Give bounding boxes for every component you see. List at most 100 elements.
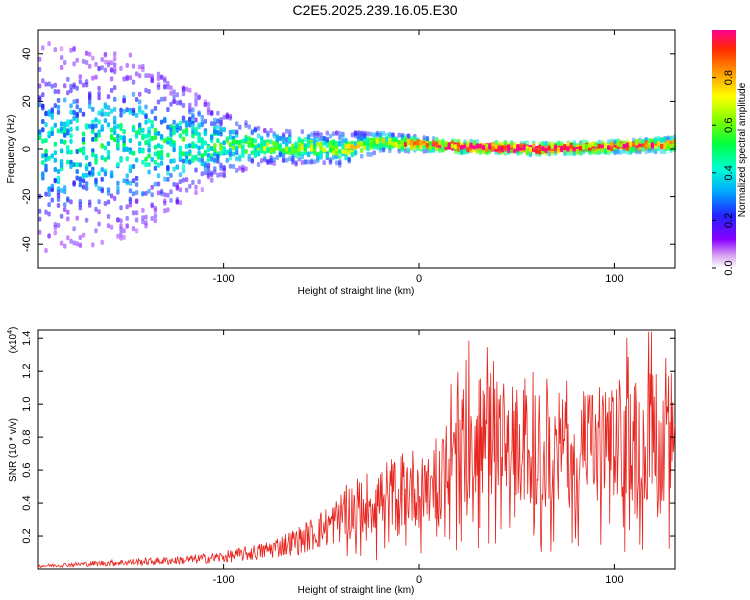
spectrogram-cell — [322, 147, 326, 153]
spectrogram-cell — [469, 138, 473, 144]
spectrogram-cell — [100, 143, 104, 149]
spectrogram-cell — [169, 197, 173, 203]
spectrogram-cell — [119, 65, 123, 71]
spectrogram-cell — [100, 108, 104, 114]
spectrogram-cell — [103, 157, 108, 162]
spectrogram-cell — [216, 154, 220, 159]
spectrogram-cell — [88, 161, 92, 167]
spectrogram-cell — [178, 120, 183, 126]
spectrogram-cell — [597, 139, 601, 145]
spectrogram-cell — [159, 74, 164, 80]
spectrogram-cell — [338, 140, 342, 146]
spectrogram-cell — [153, 205, 158, 211]
spectrogram-cell — [131, 150, 136, 156]
spectrogram-cell — [216, 158, 220, 164]
spectrogram-cell — [381, 147, 386, 153]
spectrogram-cell — [319, 145, 323, 151]
spectrogram-cell — [400, 145, 405, 151]
spectrogram-cell — [469, 148, 473, 154]
spectrogram-cell — [113, 119, 117, 125]
spectrogram-cell — [588, 143, 592, 149]
spectrogram-cell — [275, 137, 279, 143]
spectrogram-cell — [106, 150, 111, 155]
snr-x-tick-label: -100 — [213, 574, 235, 586]
spectrogram-cell — [206, 156, 211, 162]
spectrogram-cell — [294, 160, 298, 166]
spectrogram-cell — [603, 142, 608, 148]
spectrogram-cell — [56, 104, 61, 110]
spectrogram-cell — [197, 150, 201, 156]
spectrogram-cell — [119, 205, 123, 211]
spectrogram-cell — [59, 121, 64, 127]
spectrogram-cell — [263, 145, 267, 151]
spectrogram-cell — [81, 131, 86, 137]
spectrogram-cell — [219, 117, 223, 122]
snr-y-ticks: 0.2 0.4 0.6 0.8 1.0 1.2 1.4 — [21, 331, 675, 544]
spectrogram-x-tick-label: -100 — [213, 273, 235, 285]
spectrogram-cell — [303, 136, 308, 142]
spectrogram-cell — [360, 148, 364, 153]
spectrogram-cell — [75, 149, 79, 154]
spectrogram-cell — [216, 118, 220, 124]
spectrogram-cell — [59, 188, 64, 193]
spectrogram-cell — [78, 147, 82, 153]
spectrogram-cell — [144, 140, 148, 146]
spectrogram-cell — [331, 154, 336, 160]
spectrogram-cell — [578, 150, 583, 156]
snr-multiplier-close: ) — [8, 327, 19, 330]
spectrogram-cell — [194, 143, 198, 149]
spectrogram-cell — [53, 157, 57, 163]
spectrogram-cell — [109, 60, 114, 66]
spectrogram-cell — [285, 141, 289, 147]
spectrogram-cell — [41, 160, 45, 165]
spectrogram-cell — [253, 126, 258, 132]
spectrogram-cell — [197, 131, 201, 137]
spectrogram-cell — [310, 159, 314, 165]
spectrogram-cell — [241, 153, 245, 158]
spectrogram-cell — [109, 127, 114, 133]
spectrogram-cell — [59, 213, 64, 219]
spectrogram-cell — [144, 220, 148, 226]
spectrogram-cell — [75, 175, 79, 181]
spectrogram-cell — [178, 179, 183, 185]
spectrogram-cell — [328, 159, 333, 165]
colorbar-label: Normalized spectral amplitude — [737, 82, 748, 217]
colorbar-tick-label: 0.4 — [723, 165, 735, 180]
spectrogram-cell — [128, 164, 133, 170]
spectrogram-cell — [194, 167, 198, 173]
spectrogram-cell — [181, 177, 186, 183]
spectrogram-cell — [188, 159, 192, 165]
spectrogram-cell — [147, 188, 151, 194]
spectrogram-cell — [81, 111, 86, 117]
spectrogram-cell — [632, 146, 636, 152]
spectrogram-cell — [306, 151, 311, 157]
spectrogram-cell — [360, 136, 364, 142]
spectrogram-cell — [91, 55, 95, 61]
spectrogram-cell — [331, 150, 336, 156]
spectrogram-cell — [516, 146, 520, 152]
spectrogram-cell — [84, 185, 89, 191]
spectrogram-cell — [406, 133, 411, 139]
spectrogram-cell — [166, 170, 170, 176]
spectrogram-cell — [316, 130, 320, 136]
spectrogram-cell — [153, 151, 158, 157]
spectrogram-cell — [281, 135, 286, 141]
spectrogram-cell — [106, 59, 111, 65]
spectrogram-cell — [256, 151, 261, 157]
spectrogram-cell — [50, 183, 54, 189]
spectrogram-cell — [100, 57, 104, 62]
spectrogram-cell — [113, 62, 117, 68]
spectrogram-cell — [41, 78, 45, 84]
spectrogram-cell — [416, 145, 420, 151]
spectrogram-cell — [75, 85, 79, 91]
spectrogram-cell — [191, 141, 195, 147]
spectrogram-cell — [125, 223, 129, 229]
spectrogram-cell — [138, 99, 142, 105]
spectrogram-cell — [532, 142, 536, 148]
spectrogram-cell — [184, 144, 189, 149]
spectrogram-cell — [75, 215, 79, 221]
spectrogram-cell — [181, 129, 186, 135]
spectrogram-cell — [44, 191, 48, 197]
spectrogram-cell — [194, 155, 198, 161]
spectrogram-cell — [128, 202, 133, 208]
